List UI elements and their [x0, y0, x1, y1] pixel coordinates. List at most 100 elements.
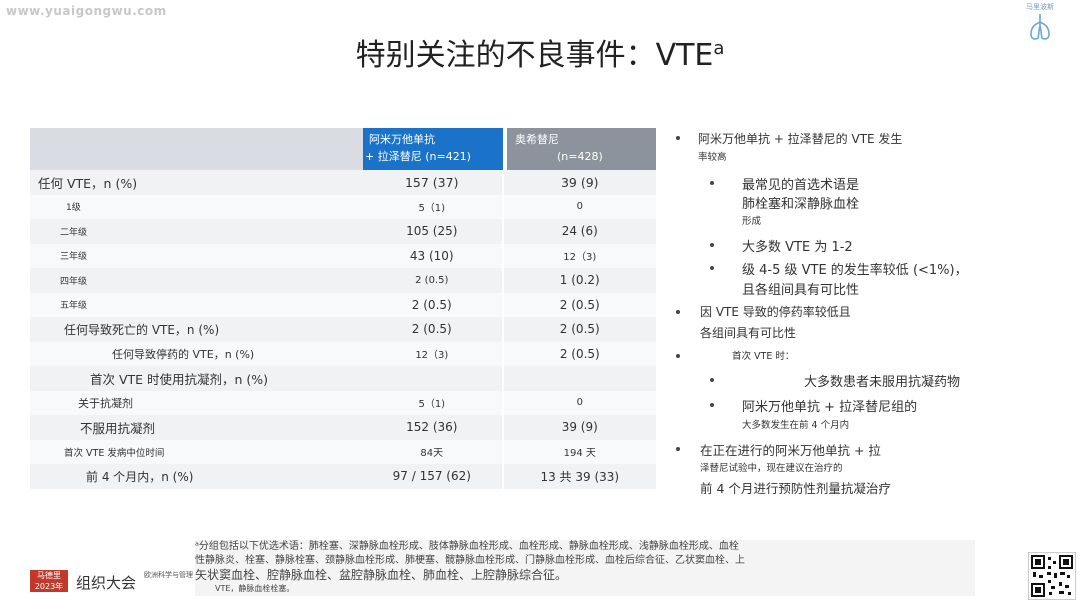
- bullet-text: 在正在进行的阿米万他单抗 + 拉: [700, 443, 881, 458]
- table-body: 任何 VTE，n (%) 157 (37) 39 (9) 1级 5（1) 0 二…: [30, 170, 656, 489]
- table-row: 二年级 105 (25) 24 (6): [30, 219, 656, 244]
- table-row: 首次 VTE 时使用抗凝剂，n (%): [30, 366, 656, 391]
- brand-logo: 马德里 2023年: [30, 570, 68, 592]
- row-label: 关于抗凝剂: [78, 396, 133, 410]
- bullet-dot-icon: [710, 266, 714, 270]
- bullet-text: 泽替尼试验中，现在建议在治疗的: [700, 463, 843, 474]
- bullet-text: 阿米万他单抗 + 拉泽替尼的 VTE 发生: [698, 132, 903, 146]
- table-row: 前 4 个月内，n (%) 97 / 157 (62) 13 共 39 (33): [30, 464, 656, 489]
- brand-logo-line1: 马德里: [37, 571, 61, 580]
- table-row: 四年级 2 (0.5) 1 (0.2): [30, 268, 656, 293]
- bullet-text: 大多数 VTE 为 1-2: [742, 240, 853, 255]
- table-row: 任何 VTE，n (%) 157 (37) 39 (9): [30, 170, 656, 195]
- bullet-text: 且各组间具有可比性: [742, 283, 860, 298]
- bullet-text: 因 VTE 导致的停药率较低且: [700, 305, 851, 319]
- bullet-text: 首次 VTE 时：: [732, 351, 795, 362]
- slide-title: 特别关注的不良事件：VTEa: [0, 30, 1080, 74]
- header-amivantamab-line1: 阿米万他单抗: [369, 133, 435, 146]
- bullet-text: 肺栓塞和深静脉血栓: [742, 197, 860, 212]
- bullet-dot-icon: [676, 447, 680, 451]
- bullet-text: 前 4 个月进行预防性剂量抗凝治疗: [700, 481, 891, 496]
- footnote-line: 性静脉炎、栓塞、静脉栓塞、颈静脉血栓形成、肺梗塞、髋静脉血栓形成、门静脉血栓形成…: [195, 555, 745, 566]
- row-value-combo: 43 (10): [409, 248, 454, 263]
- conference-logo: 马里波斯: [1010, 2, 1070, 46]
- vte-table: 阿米万他单抗 + 拉泽替尼 (n=421) 奥希替尼 (n=428) 任何 VT…: [30, 128, 656, 489]
- row-label: 不服用抗凝剂: [80, 420, 156, 436]
- row-value-combo: 5（1): [418, 399, 446, 411]
- row-value-osimertinib: 0: [576, 201, 583, 213]
- row-label: 五年级: [60, 301, 88, 312]
- bullet-dot-icon: [710, 243, 714, 247]
- slide-title-text: 特别关注的不良事件：VTE: [355, 38, 714, 73]
- row-label: 1级: [66, 203, 81, 214]
- row-value-combo: 5（1): [418, 203, 446, 215]
- brand-name: 组织大会: [76, 574, 137, 592]
- row-label: 前 4 个月内，n (%): [86, 469, 194, 484]
- bullet-text: 各组间具有可比性: [700, 326, 797, 340]
- row-value-osimertinib: 39 (9): [561, 420, 598, 435]
- bullet-text: 最常见的首选术语是: [742, 178, 860, 193]
- bullet-text: 率较高: [698, 152, 727, 163]
- header-osimertinib-line2: (n=428): [557, 150, 603, 163]
- qr-code-icon: [1028, 552, 1076, 600]
- logo-label: 马里波斯: [1026, 3, 1054, 11]
- bullet-text: 大多数发生在前 4 个月内: [742, 420, 850, 431]
- footnote: ᵃ分组包括以下优选术语：肺栓塞、深静脉血栓形成、肢体静脉血栓形成、血栓形成、静脉…: [195, 540, 975, 596]
- row-value-combo: 157 (37): [404, 174, 459, 190]
- row-value-osimertinib: 12（3): [563, 252, 597, 264]
- table-row: 1级 5（1) 0: [30, 194, 656, 219]
- header-osimertinib-line1: 奥希替尼: [515, 133, 559, 146]
- table-row: 首次 VTE 发病中位时间 84天 194 天: [30, 439, 656, 464]
- table-header: 阿米万他单抗 + 拉泽替尼 (n=421) 奥希替尼 (n=428): [30, 128, 656, 170]
- row-value-combo: 2 (0.5): [415, 274, 449, 286]
- bullet-text: 大多数患者未服用抗凝药物: [804, 375, 961, 390]
- row-value-combo: 152 (36): [406, 420, 458, 435]
- row-value-osimertinib: 194 天: [563, 448, 596, 460]
- row-value-osimertinib: 2 (0.5): [559, 322, 600, 337]
- header-blank: [30, 128, 363, 170]
- footnote-line: ᵃ分组包括以下优选术语：肺栓塞、深静脉血栓形成、肢体静脉血栓形成、血栓形成、静脉…: [195, 541, 739, 552]
- row-label: 任何导致停药的 VTE，n (%): [112, 347, 255, 361]
- bullet-text: 形成: [742, 216, 762, 227]
- row-value-osimertinib: 1 (0.2): [559, 273, 600, 288]
- row-value-osimertinib: 2 (0.5): [559, 297, 600, 312]
- row-value-osimertinib: 39 (9): [560, 174, 599, 190]
- table-row: 关于抗凝剂 5（1) 0: [30, 390, 656, 415]
- header-amivantamab-line2: + 拉泽替尼 (n=421): [365, 150, 471, 163]
- row-value-combo: 105 (25): [406, 224, 458, 239]
- row-label: 首次 VTE 时使用抗凝剂，n (%): [90, 371, 269, 387]
- brand-logo-line2: 2023年: [34, 582, 64, 591]
- row-label: 任何导致死亡的 VTE，n (%): [64, 322, 220, 337]
- table-row: 三年级 43 (10) 12（3): [30, 243, 656, 268]
- bullet-dot-icon: [710, 181, 714, 185]
- row-label: 任何 VTE，n (%): [38, 175, 138, 191]
- row-value-osimertinib: 2 (0.5): [559, 346, 600, 361]
- table-row: 五年级 2 (0.5) 2 (0.5): [30, 292, 656, 317]
- table-row: 任何导致死亡的 VTE，n (%) 2 (0.5) 2 (0.5): [30, 317, 656, 342]
- footnote-line: 矢状窦血栓、腔静脉血栓、盆腔静脉血栓、肺血栓、上腔静脉综合征。: [195, 568, 568, 582]
- row-value-combo: 84天: [420, 448, 444, 460]
- bullet-dot-icon: [676, 136, 680, 140]
- header-osimertinib: 奥希替尼 (n=428): [507, 128, 656, 170]
- bullet-text: 级 4-5 级 VTE 的发生率较低 (<1%)，: [742, 263, 968, 278]
- bullet-dot-icon: [710, 378, 714, 382]
- footnote-line: VTE，静脉血栓栓塞。: [215, 584, 295, 593]
- table-row: 不服用抗凝剂 152 (36) 39 (9): [30, 415, 656, 440]
- row-label: 首次 VTE 发病中位时间: [64, 447, 165, 459]
- lungs-logo-icon: [1030, 14, 1050, 40]
- row-value-combo: 97 / 157 (62): [392, 469, 471, 484]
- row-label: 二年级: [60, 227, 88, 238]
- bullet-dot-icon: [710, 403, 714, 407]
- bullet-dot-icon: [676, 310, 680, 314]
- title-superscript: a: [713, 38, 725, 59]
- row-value-osimertinib: 13 共 39 (33): [540, 469, 620, 484]
- bullet-text: 阿米万他单抗 + 拉泽替尼组的: [742, 400, 918, 415]
- row-value-osimertinib: 0: [576, 397, 583, 409]
- row-value-combo: 2 (0.5): [411, 297, 452, 312]
- row-value-combo: 2 (0.5): [411, 322, 452, 337]
- table-row: 任何导致停药的 VTE，n (%) 12（3) 2 (0.5): [30, 341, 656, 366]
- row-value-osimertinib: 24 (6): [561, 224, 598, 239]
- header-amivantamab: 阿米万他单抗 + 拉泽替尼 (n=421): [363, 128, 503, 170]
- bullet-dot-icon: [676, 354, 680, 358]
- brand-subtitle: 欧洲科学与管理: [144, 571, 193, 579]
